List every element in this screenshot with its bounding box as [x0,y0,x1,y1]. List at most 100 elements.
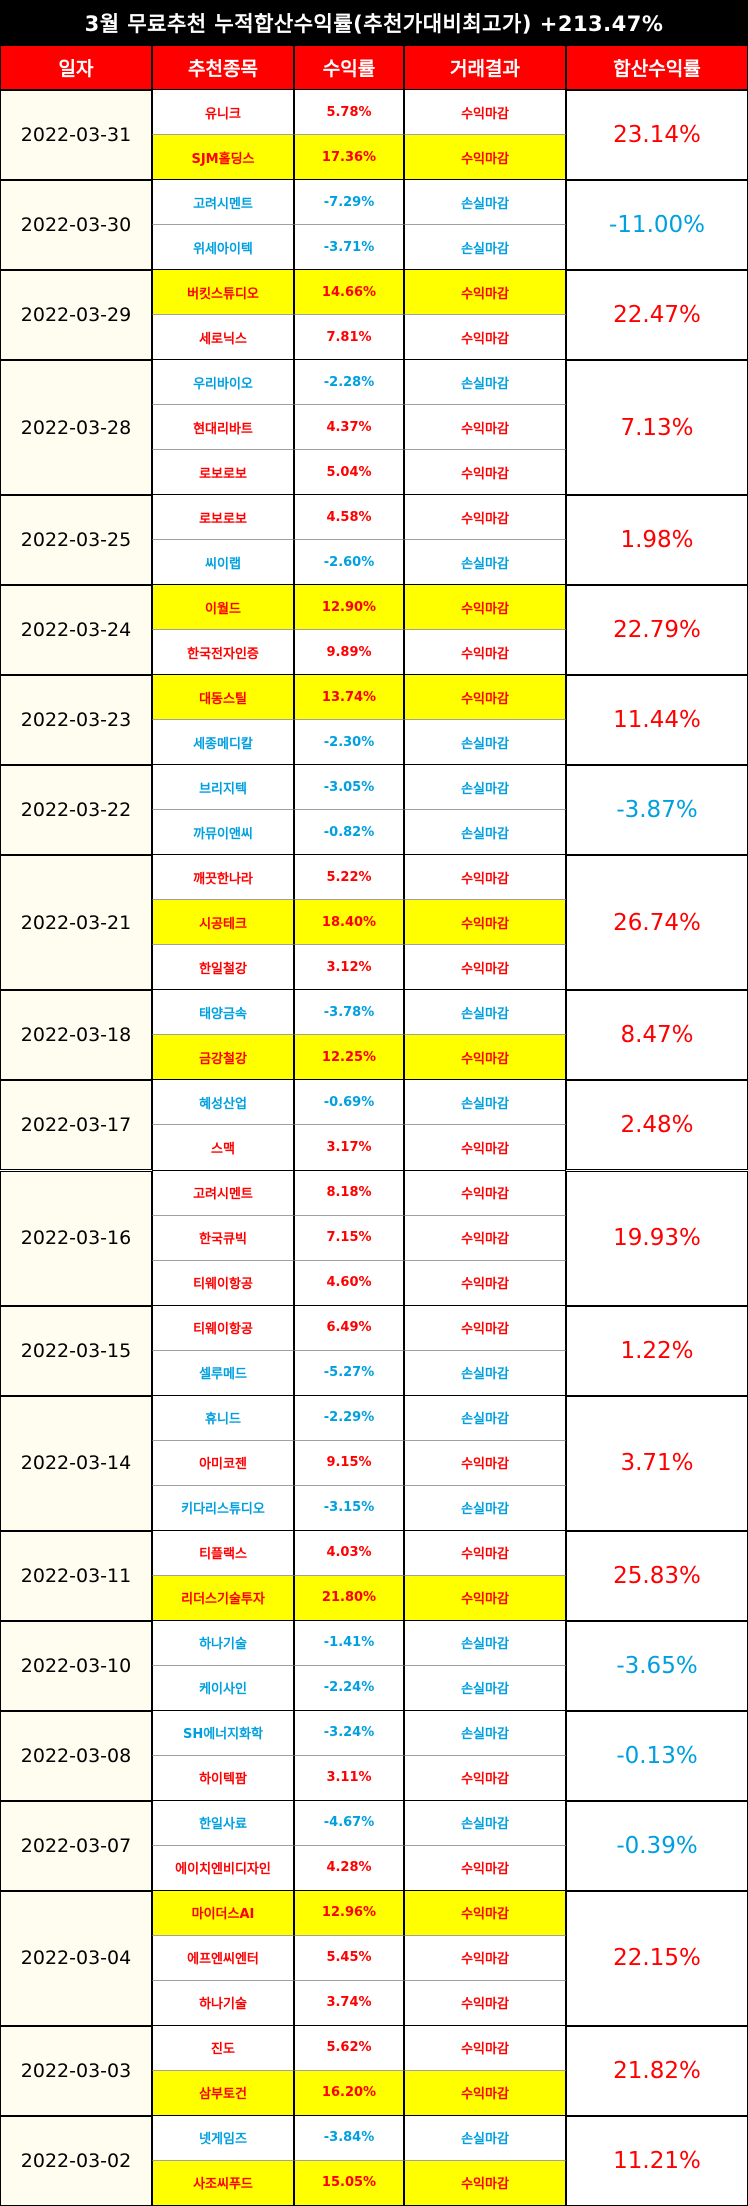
total-return-cell: 25.83% [566,1530,748,1621]
returns-table: 일자 추천종목 수익률 거래결과 합산수익률 2022-03-31 유니크 5.78% 수익마감… [0,45,748,2206]
trade-result: 수익마감 [404,675,566,721]
stock-name: 고려시멘트 [152,180,294,226]
date-cell: 2022-03-04 [0,1890,152,2026]
stock-rate: -3.05% [294,765,404,811]
stock-name: 에이치엔비디자인 [152,1845,294,1891]
header-total: 합산수익률 [566,45,748,90]
stock-name: 위세아이텍 [152,225,294,271]
trade-result: 수익마감 [404,1305,566,1351]
stock-rate: 9.15% [294,1440,404,1486]
stock-name: 마이더스AI [152,1890,294,1936]
stock-name: 넷게임즈 [152,2115,294,2161]
trade-result: 손실마감 [404,1665,566,1711]
stock-name: 하이텍팜 [152,1755,294,1801]
trade-result: 손실마감 [404,2115,566,2161]
stock-rate: 4.28% [294,1845,404,1891]
stock-rate: 3.12% [294,945,404,991]
stock-rate: 4.60% [294,1260,404,1306]
trade-result: 수익마감 [404,1125,566,1171]
stock-rate: 15.05% [294,2160,404,2206]
stock-rate: 4.58% [294,495,404,541]
stock-name: 버킷스튜디오 [152,270,294,316]
trade-result: 수익마감 [404,855,566,901]
stock-name: 셀루메드 [152,1350,294,1396]
trade-result: 수익마감 [404,495,566,541]
header-date: 일자 [0,45,152,90]
stock-rate: -3.15% [294,1485,404,1531]
stock-rate: 5.62% [294,2025,404,2071]
stock-name: 로보로보 [152,450,294,496]
trade-result: 수익마감 [404,1980,566,2026]
total-return-cell: 1.98% [566,495,748,586]
trade-result: 수익마감 [404,2160,566,2206]
stock-name: 세로닉스 [152,315,294,361]
trade-result: 손실마감 [404,1485,566,1531]
stock-rate: 12.90% [294,585,404,631]
stock-name: 대동스틸 [152,675,294,721]
trade-result: 수익마감 [404,1575,566,1621]
stock-rate: -3.71% [294,225,404,271]
trade-result: 수익마감 [404,1935,566,1981]
total-return-cell: 11.21% [566,2115,748,2206]
stock-name: 이월드 [152,585,294,631]
stock-name: 삼부토건 [152,2070,294,2116]
trade-result: 손실마감 [404,1395,566,1441]
trade-result: 수익마감 [404,900,566,946]
total-return-cell: -3.65% [566,1620,748,1711]
stock-rate: 21.80% [294,1575,404,1621]
total-return-cell: 8.47% [566,990,748,1081]
trade-result: 수익마감 [404,90,566,136]
trade-result: 수익마감 [404,2070,566,2116]
stock-name: 혜성산업 [152,1080,294,1126]
stock-rate: 12.25% [294,1035,404,1081]
stock-rate: -3.84% [294,2115,404,2161]
trade-result: 손실마감 [404,720,566,766]
stock-rate: -2.60% [294,540,404,586]
stock-rate: 3.17% [294,1125,404,1171]
stock-name: 리더스기술투자 [152,1575,294,1621]
trade-result: 손실마감 [404,1080,566,1126]
total-return-cell: 23.14% [566,90,748,181]
stock-rate: 7.15% [294,1215,404,1261]
trade-result: 손실마감 [404,990,566,1036]
stock-rate: 8.18% [294,1170,404,1216]
stock-name: 한국큐빅 [152,1215,294,1261]
date-cell: 2022-03-11 [0,1530,152,1621]
page-title: 3월 무료추천 누적합산수익률(추천가대비최고가) +213.47% [0,0,748,45]
stock-rate: 18.40% [294,900,404,946]
stock-rate: 3.11% [294,1755,404,1801]
stock-rate: -0.69% [294,1080,404,1126]
total-return-cell: 22.47% [566,270,748,361]
total-return-cell: 19.93% [566,1170,748,1306]
date-cell: 2022-03-22 [0,765,152,856]
stock-name: 키다리스튜디오 [152,1485,294,1531]
stock-rate: 13.74% [294,675,404,721]
total-return-cell: 11.44% [566,675,748,766]
total-return-cell: 2.48% [566,1080,748,1171]
trade-result: 수익마감 [404,945,566,991]
date-cell: 2022-03-24 [0,585,152,676]
stock-name: 브리지텍 [152,765,294,811]
date-cell: 2022-03-31 [0,90,152,181]
stock-rate: -2.24% [294,1665,404,1711]
stock-rate: 7.81% [294,315,404,361]
stock-name: 씨이랩 [152,540,294,586]
trade-result: 수익마감 [404,630,566,676]
stock-name: 하나기술 [152,1980,294,2026]
stock-rate: 5.78% [294,90,404,136]
stock-rate: -3.78% [294,990,404,1036]
stock-name: 티웨이항공 [152,1260,294,1306]
date-cell: 2022-03-03 [0,2025,152,2116]
trade-result: 손실마감 [404,1620,566,1666]
total-return-cell: 21.82% [566,2025,748,2116]
total-return-cell: 22.79% [566,585,748,676]
stock-name: 우리바이오 [152,360,294,406]
trade-result: 수익마감 [404,135,566,181]
header-result: 거래결과 [404,45,566,90]
trade-result: 손실마감 [404,225,566,271]
stock-rate: 16.20% [294,2070,404,2116]
trade-result: 손실마감 [404,180,566,226]
stock-name: 고려시멘트 [152,1170,294,1216]
stock-name: 사조씨푸드 [152,2160,294,2206]
date-cell: 2022-03-07 [0,1800,152,1891]
